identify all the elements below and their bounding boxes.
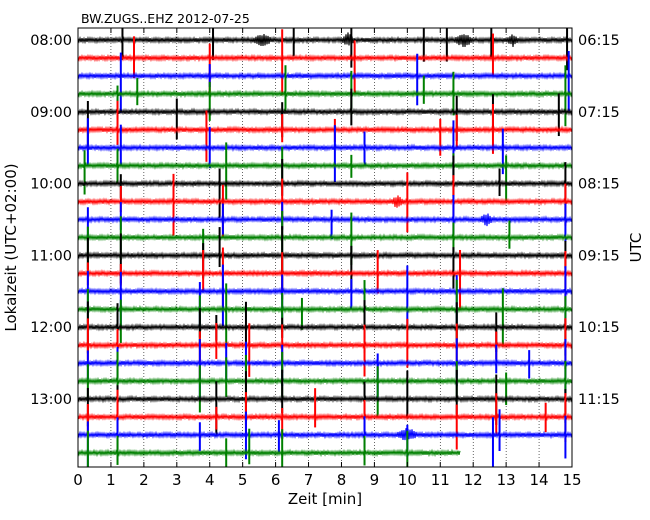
right-tick-label: 11:15 (578, 392, 620, 408)
trace-20 (77, 394, 573, 404)
x-tick-label: 12 (464, 471, 483, 489)
trace-18 (77, 358, 573, 368)
x-tick-label: 10 (398, 471, 417, 489)
trace-22 (77, 428, 573, 441)
x-tick-label: 6 (271, 471, 281, 489)
x-tick-label: 13 (497, 471, 516, 489)
trace-19 (77, 376, 573, 386)
x-tick-label: 3 (172, 471, 182, 489)
x-tick-label: 7 (304, 471, 314, 489)
trace-11 (77, 233, 573, 242)
right-tick-label: 09:15 (578, 248, 620, 264)
right-tick-label: 07:15 (578, 105, 620, 121)
left-tick-label: 11:00 (30, 248, 72, 264)
left-axis-label: Lokalzeit (UTC+02:00) (2, 163, 20, 331)
left-tick-label: 10:00 (30, 177, 72, 193)
trace-8 (77, 179, 573, 188)
minute-grid (110, 28, 540, 467)
left-tick-label: 08:00 (30, 33, 72, 49)
trace-6 (77, 143, 573, 153)
trace-4 (77, 107, 573, 117)
x-axis-label: Zeit [min] (288, 490, 362, 508)
x-tick-label: 4 (205, 471, 215, 489)
trace-layer (77, 28, 573, 467)
trace-10 (77, 213, 573, 227)
trace-2 (77, 71, 573, 81)
trace-1 (77, 53, 573, 63)
left-tick-label: 12:00 (30, 320, 72, 336)
x-tick-label: 0 (73, 471, 83, 489)
plot-frame (77, 27, 573, 468)
trace-14 (77, 286, 573, 296)
trace-23 (77, 448, 461, 458)
right-tick-label: 10:15 (578, 320, 620, 336)
trace-9 (77, 195, 573, 208)
x-tick-label: 1 (106, 471, 116, 489)
x-tick-label: 14 (530, 471, 549, 489)
trace-7 (77, 161, 573, 170)
left-tick-label: 13:00 (30, 392, 72, 408)
trace-13 (77, 269, 573, 278)
x-tick-label: 15 (562, 471, 581, 489)
x-tick-label: 8 (337, 471, 347, 489)
x-tick-label: 11 (431, 471, 450, 489)
trace-17 (77, 340, 573, 350)
trace-5 (77, 125, 573, 135)
trace-21 (77, 412, 573, 422)
trace-15 (77, 304, 573, 314)
tick-layer: 0 1 2 3 4 5 6 7 8 9 10 11 12 13 14 1508:0009:0010:0011:… (30, 28, 620, 489)
right-axis-label: UTC (627, 233, 645, 263)
trace-12 (77, 251, 573, 260)
left-tick-label: 09:00 (30, 105, 72, 121)
trace-16 (77, 322, 573, 332)
right-tick-label: 08:15 (578, 177, 620, 193)
chart-title: BW.ZUGS..EHZ 2012-07-25 (81, 11, 250, 26)
x-tick-label: 5 (238, 471, 248, 489)
trace-0 (77, 32, 573, 48)
trace-3 (77, 89, 573, 99)
x-tick-label: 2 (139, 471, 149, 489)
x-tick-label: 9 (370, 471, 380, 489)
right-tick-label: 06:15 (578, 33, 620, 49)
